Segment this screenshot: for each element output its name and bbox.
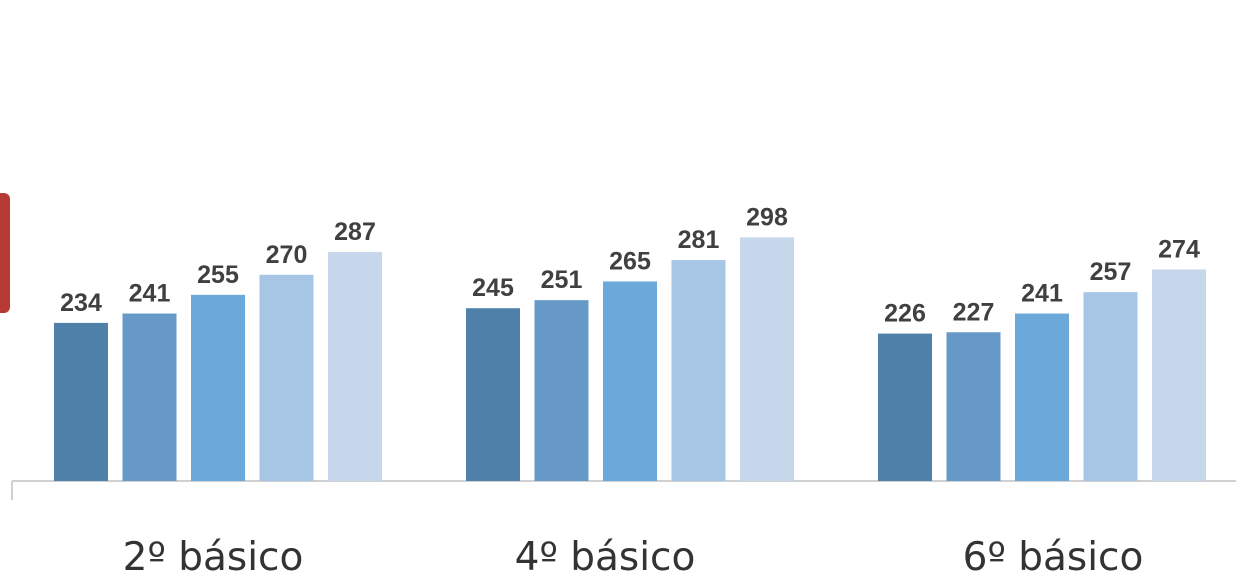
value-labels-layer: 234 241 255 270 287 245 251 265 281 298 226 227 241 2…: [60, 203, 1200, 327]
bar-2-3: [603, 281, 657, 481]
bar-3-3: [1015, 313, 1069, 481]
bar-2-5: [740, 237, 794, 481]
bars-layer: [54, 237, 1206, 481]
data-label-1-2: 241: [129, 280, 171, 308]
bar-1-2: [122, 313, 177, 481]
data-label-3-4: 257: [1090, 258, 1132, 286]
data-label-2-3: 265: [609, 247, 651, 275]
data-label-2-5: 298: [746, 203, 788, 231]
data-label-1-5: 287: [334, 218, 376, 246]
data-label-1-1: 234: [60, 289, 102, 317]
bar-1-5: [328, 252, 382, 481]
bar-3-5: [1152, 269, 1206, 481]
bar-3-2: [946, 332, 1001, 481]
bar-2-1: [466, 308, 520, 481]
category-label-1: 2º básico: [123, 535, 304, 579]
data-label-2-4: 281: [678, 226, 720, 254]
bar-3-1: [878, 333, 932, 481]
bar-1-1: [54, 322, 108, 481]
category-label-2: 4º básico: [515, 535, 696, 579]
bar-1-4: [259, 274, 314, 481]
category-label-3: 6º básico: [963, 535, 1144, 579]
side-tab[interactable]: [0, 193, 10, 313]
bar-2-4: [671, 260, 726, 481]
data-label-1-4: 270: [266, 241, 308, 269]
data-label-3-5: 274: [1158, 235, 1200, 263]
bar-3-4: [1083, 292, 1138, 481]
data-label-3-1: 226: [884, 300, 926, 328]
data-label-3-2: 227: [953, 298, 995, 326]
data-label-1-3: 255: [197, 261, 239, 289]
bar-2-2: [534, 300, 589, 481]
data-label-3-3: 241: [1021, 280, 1063, 308]
data-label-2-2: 251: [541, 266, 583, 294]
bar-1-3: [191, 294, 245, 481]
data-label-2-1: 245: [472, 274, 514, 302]
category-labels-layer: 2º básico 4º básico 6º básico: [123, 535, 1144, 579]
